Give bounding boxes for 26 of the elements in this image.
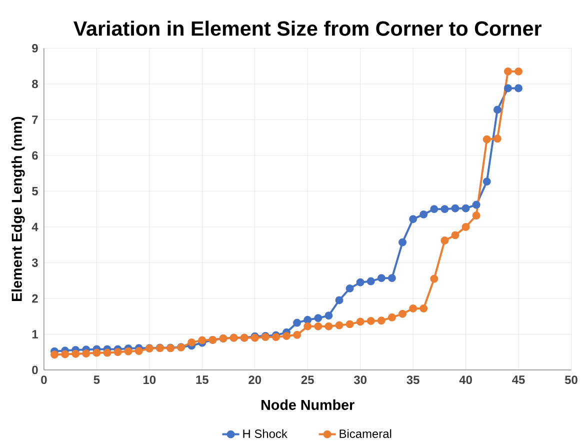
- y-tick-label: 3: [32, 258, 38, 267]
- y-tick-label: 4: [32, 222, 38, 232]
- legend-label: H Shock: [243, 429, 288, 438]
- y-tick-label: 6: [32, 151, 38, 160]
- x-tick-label: 25: [301, 376, 314, 384]
- y-tick-label: 8: [32, 80, 38, 88]
- y-tick-label: 5: [32, 187, 38, 196]
- x-tick-label: 10: [144, 376, 156, 384]
- legend-label: Bicameral: [340, 429, 392, 438]
- y-tick-label: 1: [32, 330, 38, 338]
- y-tick-label: 7: [32, 116, 38, 124]
- y-tick-label: 9: [32, 44, 38, 52]
- x-tick-label: 5: [94, 376, 100, 384]
- x-tick-label: 15: [196, 376, 208, 384]
- x-axis-title: Node Number: [262, 399, 354, 410]
- chart-title: Variation in Element Size from Corner to Corner: [73, 20, 542, 36]
- x-tick-label: 45: [512, 376, 525, 384]
- x-tick-label: 20: [248, 376, 262, 384]
- y-tick-label: 2: [32, 294, 38, 303]
- x-tick-label: 50: [564, 376, 578, 384]
- x-tick-label: 30: [354, 376, 366, 384]
- y-tick-label: 0: [32, 366, 38, 374]
- x-tick-label: 0: [41, 376, 47, 384]
- x-tick-label: 40: [459, 376, 472, 384]
- y-axis-title: Element Edge Length (mm): [11, 116, 25, 301]
- x-tick-label: 35: [406, 376, 420, 384]
